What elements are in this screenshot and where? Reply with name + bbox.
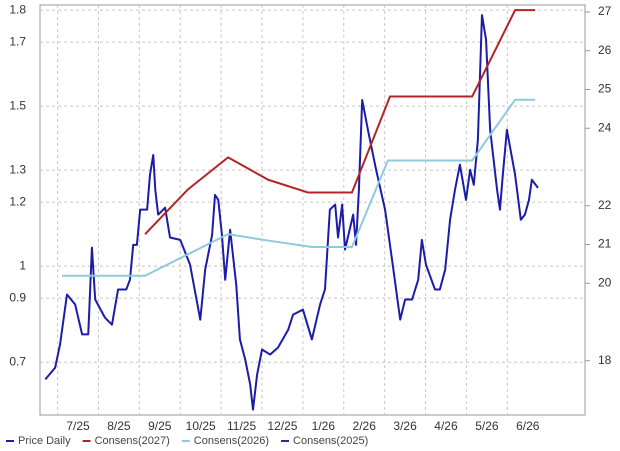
y-tick-label: 1.3	[9, 162, 26, 176]
x-tick-label: 3/26	[393, 419, 417, 433]
x-tick-label: 11/25	[227, 419, 256, 433]
legend-label: Consens(2026)	[194, 435, 269, 447]
x-tick-label: 9/25	[148, 419, 172, 433]
y2-tick-label: 21	[598, 237, 612, 251]
x-tick-label: 1/26	[312, 419, 336, 433]
y-tick-label: 0.9	[9, 290, 26, 304]
series-line	[44, 14, 539, 411]
legend-label: Price Daily	[18, 435, 71, 447]
y-tick-label: 1.2	[9, 194, 26, 208]
legend-label: Consens(2027)	[95, 435, 170, 447]
x-tick-label: 4/26	[434, 419, 458, 433]
x-tick-label: 2/26	[353, 419, 377, 433]
series-line	[62, 98, 536, 277]
plot-frame	[39, 4, 586, 416]
y2-tick-label: 18	[598, 353, 612, 367]
y-tick-label: 1	[19, 258, 26, 272]
series-line	[144, 9, 536, 235]
x-tick-label: 5/26	[475, 419, 499, 433]
x-tick-label: 6/26	[516, 419, 540, 433]
y2-tick-label: 22	[598, 198, 612, 212]
x-tick-label: 7/25	[66, 419, 90, 433]
legend-label: Consens(2025)	[293, 435, 368, 447]
y-tick-label: 1.8	[9, 2, 26, 16]
y2-tick-label: 24	[598, 120, 612, 134]
legend: Price Daily Consens(2027) Consens(2026) Con…	[6, 435, 368, 447]
y-tick-label: 1.5	[9, 98, 26, 112]
y2-tick-label: 27	[598, 4, 612, 18]
y-tick-label: 0.7	[9, 354, 26, 368]
y2-tick-label: 20	[598, 275, 612, 289]
x-tick-label: 8/25	[107, 419, 131, 433]
y2-tick-label: 25	[598, 82, 612, 96]
y-tick-label: 1.7	[9, 34, 26, 48]
x-tick-label: 10/25	[186, 419, 216, 433]
y2-tick-label: 26	[598, 43, 612, 57]
x-tick-label: 12/25	[267, 419, 297, 433]
